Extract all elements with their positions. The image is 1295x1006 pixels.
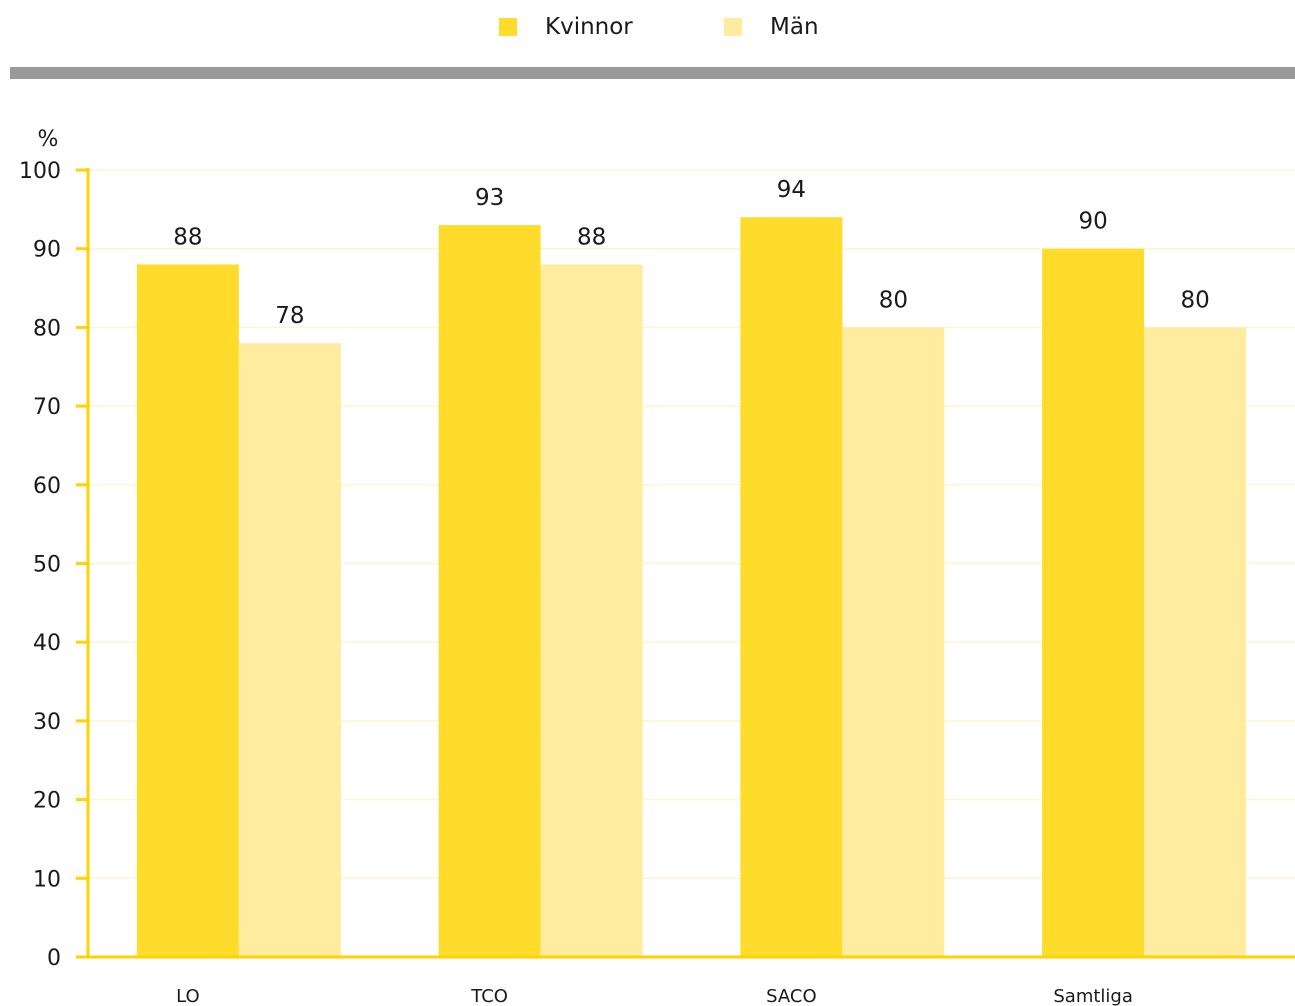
y-tick-label: 30 <box>33 710 61 735</box>
category-label-lo: LO <box>176 986 200 1006</box>
y-tick-label: 70 <box>33 395 61 420</box>
legend-label-man: Män <box>770 14 819 40</box>
y-tick-label: 40 <box>33 631 61 656</box>
chart-legend: Kvinnor Män <box>0 0 1295 56</box>
y-tick-label: 0 <box>47 946 61 971</box>
y-tick-label: 60 <box>33 474 61 499</box>
data-labels: 88 78 LO 93 88 TCO 94 80 SACO 90 80 Samtliga <box>173 177 1210 1006</box>
bars <box>136 217 1247 958</box>
y-tick-label: 20 <box>33 789 61 814</box>
legend-label-kvinnor: Kvinnor <box>545 14 633 40</box>
bar-saco-series-1 <box>842 327 945 957</box>
legend-item-kvinnor: Kvinnor <box>499 10 633 44</box>
value-label: 93 <box>475 185 504 211</box>
value-label: 80 <box>879 287 908 313</box>
bar-tco-series-1 <box>540 264 643 957</box>
value-label: 90 <box>1078 209 1107 235</box>
y-axis: 0 10 20 30 40 50 60 70 80 90 100 <box>19 159 1295 971</box>
bar-lo-series-1 <box>238 343 341 957</box>
y-tick-label: 50 <box>33 553 61 578</box>
bar-tco-series-0 <box>438 225 541 958</box>
header-divider <box>10 67 1295 79</box>
legend-swatch-man <box>724 18 742 36</box>
value-label: 78 <box>275 303 304 329</box>
y-tick-label: 100 <box>19 159 61 184</box>
bar-saco-series-0 <box>740 217 843 958</box>
value-label: 94 <box>777 177 806 203</box>
bar-samtliga-series-1 <box>1144 327 1247 957</box>
bar-samtliga-series-0 <box>1042 248 1145 957</box>
legend-swatch-kvinnor <box>499 18 517 36</box>
bar-lo-series-0 <box>136 264 239 957</box>
y-tick-label: 90 <box>33 238 61 263</box>
y-tick-label: 10 <box>33 867 61 892</box>
category-label-tco: TCO <box>470 986 508 1006</box>
y-tick-label: 80 <box>33 316 61 341</box>
value-label: 88 <box>173 224 202 250</box>
y-axis-label: % <box>38 127 59 152</box>
value-label: 88 <box>577 224 606 250</box>
legend-item-man: Män <box>724 10 819 44</box>
value-label: 80 <box>1180 287 1209 313</box>
category-label-samtliga: Samtliga <box>1053 986 1133 1006</box>
category-label-saco: SACO <box>766 986 817 1006</box>
